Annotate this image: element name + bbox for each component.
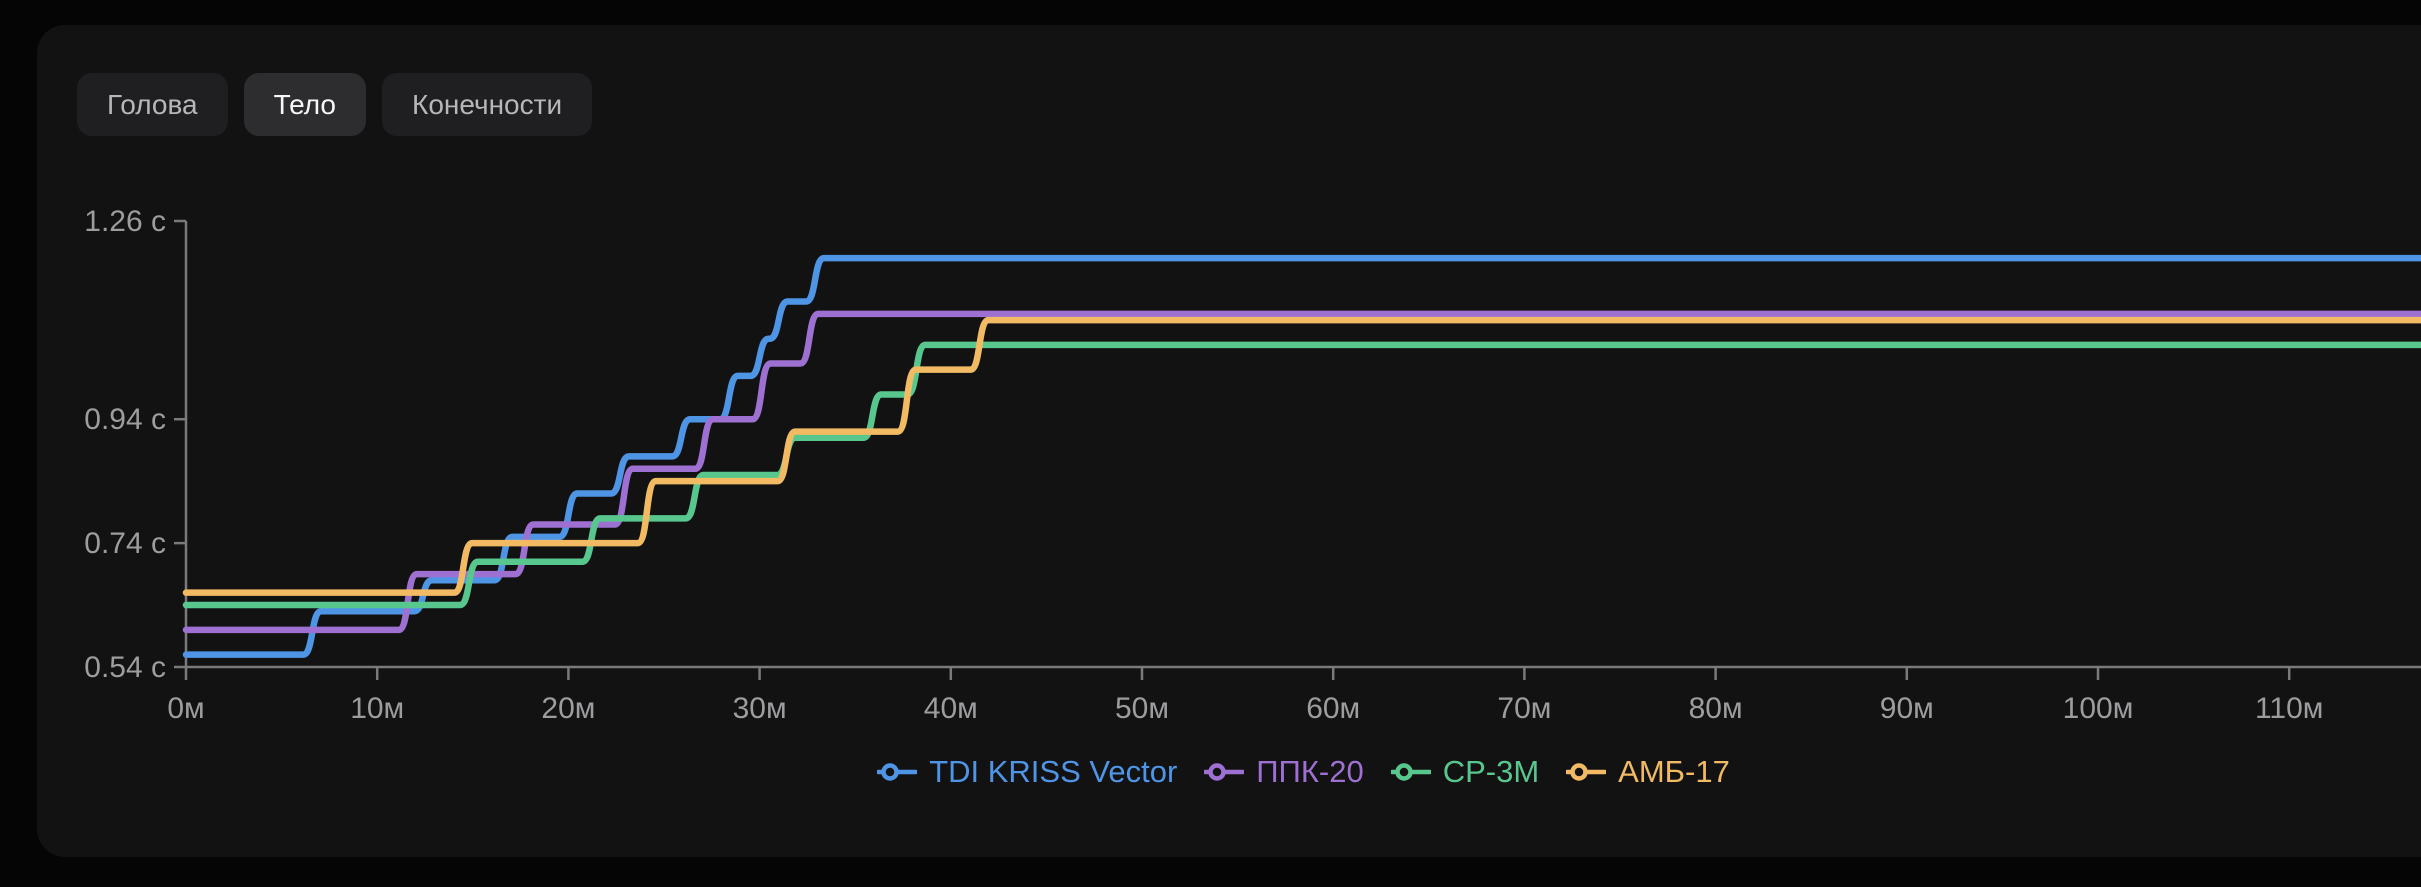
series-line-3 xyxy=(182,316,2421,596)
x-tick-label-11: 110м xyxy=(2255,692,2323,725)
legend-label: СР-3М xyxy=(1442,754,1540,789)
y-tick-label-2: 0.74 с xyxy=(84,527,166,560)
legend-item-1[interactable]: ППК-20 xyxy=(1204,754,1364,790)
x-tick-label-7: 70м xyxy=(1497,692,1551,725)
tab-head[interactable]: Голова xyxy=(77,73,228,136)
x-tick-label-10: 100м xyxy=(2063,692,2134,725)
x-tick-label-0: 0м xyxy=(167,692,204,725)
y-tick-label-0: 1.26 с xyxy=(84,205,166,238)
tab-limbs[interactable]: Конечности xyxy=(382,73,593,136)
hitzone-tabs: Голова Тело Конечности xyxy=(77,73,593,136)
x-tick-label-1: 10м xyxy=(350,692,404,725)
ttk-chart-card: Голова Тело Конечности 1.26 с 0.94 с 0.74 … xyxy=(37,25,2421,857)
axes xyxy=(174,219,2421,680)
y-tick-label-3: 0.54 с xyxy=(84,651,166,684)
x-tick-label-4: 40м xyxy=(924,692,978,725)
legend-item-0[interactable]: TDI KRISS Vector xyxy=(877,754,1177,790)
x-tick-label-2: 20м xyxy=(541,692,595,725)
series-line-0 xyxy=(182,254,2421,658)
series-line-1 xyxy=(182,310,2421,634)
chart-legend: TDI KRISS Vector ППК-20 СР-3М АМБ-17 xyxy=(186,744,2421,800)
legend-marker-icon xyxy=(877,763,918,781)
y-tick-label-1: 0.94 с xyxy=(84,403,166,436)
x-tick-label-3: 30м xyxy=(733,692,787,725)
x-tick-label-9: 90м xyxy=(1880,692,1934,725)
tab-body[interactable]: Тело xyxy=(243,73,367,136)
legend-marker-icon xyxy=(1390,763,1431,781)
legend-item-3[interactable]: АМБ-17 xyxy=(1566,754,1730,790)
legend-label: АМБ-17 xyxy=(1618,754,1730,789)
x-tick-label-6: 60м xyxy=(1306,692,1360,725)
legend-marker-icon xyxy=(1204,763,1245,781)
legend-marker-icon xyxy=(1566,763,1607,781)
x-tick-label-5: 50м xyxy=(1115,692,1169,725)
ttk-step-chart: 1.26 с 0.94 с 0.74 с 0.54 с0м 10м 20м 30м 40м 50… xyxy=(84,205,2421,725)
x-tick-label-8: 80м xyxy=(1689,692,1743,725)
legend-label: ППК-20 xyxy=(1256,754,1364,789)
legend-label: TDI KRISS Vector xyxy=(929,754,1178,789)
legend-item-2[interactable]: СР-3М xyxy=(1390,754,1540,790)
